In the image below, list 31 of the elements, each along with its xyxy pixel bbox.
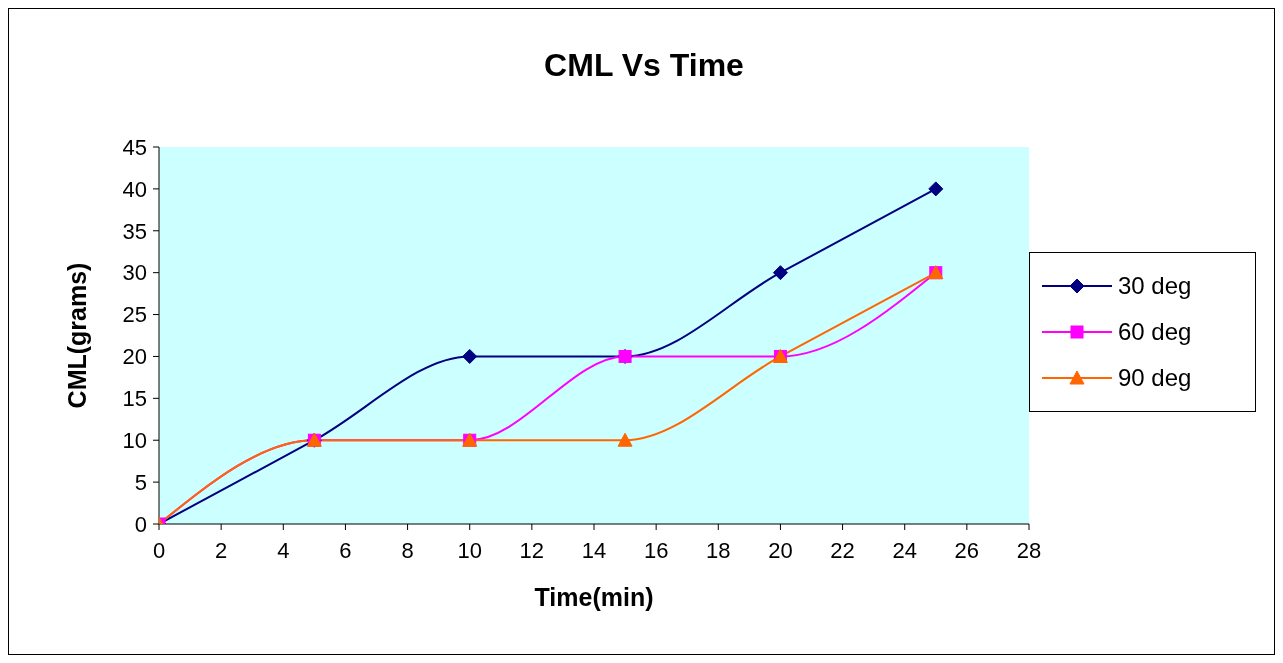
x-tick-label: 26 <box>954 537 980 563</box>
y-tick-label: 20 <box>122 344 147 370</box>
y-tick-label: 45 <box>122 134 147 160</box>
y-tick-label: 40 <box>122 176 147 202</box>
x-tick-label: 24 <box>892 537 917 563</box>
x-tick-label: 8 <box>401 537 414 563</box>
y-tick-label: 0 <box>134 511 147 537</box>
y-tick-label: 35 <box>122 218 147 244</box>
x-tick-label: 28 <box>1016 537 1042 563</box>
legend-label: 30 deg <box>1118 271 1192 300</box>
x-tick-label: 0 <box>152 537 166 563</box>
chart-title: CML Vs Time <box>543 47 745 84</box>
y-tick-label: 5 <box>134 469 147 495</box>
x-tick-label: 20 <box>768 537 793 563</box>
x-tick-label: 4 <box>277 537 290 563</box>
x-tick-label: 14 <box>581 537 607 563</box>
x-tick-label: 10 <box>457 537 482 563</box>
y-tick-label: 30 <box>122 260 147 286</box>
legend-label: 60 deg <box>1118 317 1192 346</box>
legend-label: 90 deg <box>1118 363 1192 392</box>
x-tick-label: 18 <box>706 537 731 563</box>
y-axis-title: CML(grams) <box>62 262 91 409</box>
x-tick-label: 16 <box>643 537 669 563</box>
x-tick-label: 12 <box>519 537 545 563</box>
x-axis-title: Time(min) <box>534 583 654 611</box>
y-tick-label: 15 <box>122 386 147 412</box>
y-tick-label: 10 <box>122 428 147 454</box>
x-tick-label: 6 <box>339 537 352 563</box>
x-tick-label: 22 <box>830 537 855 563</box>
y-tick-label: 25 <box>122 302 147 328</box>
x-tick-label: 2 <box>215 537 228 563</box>
